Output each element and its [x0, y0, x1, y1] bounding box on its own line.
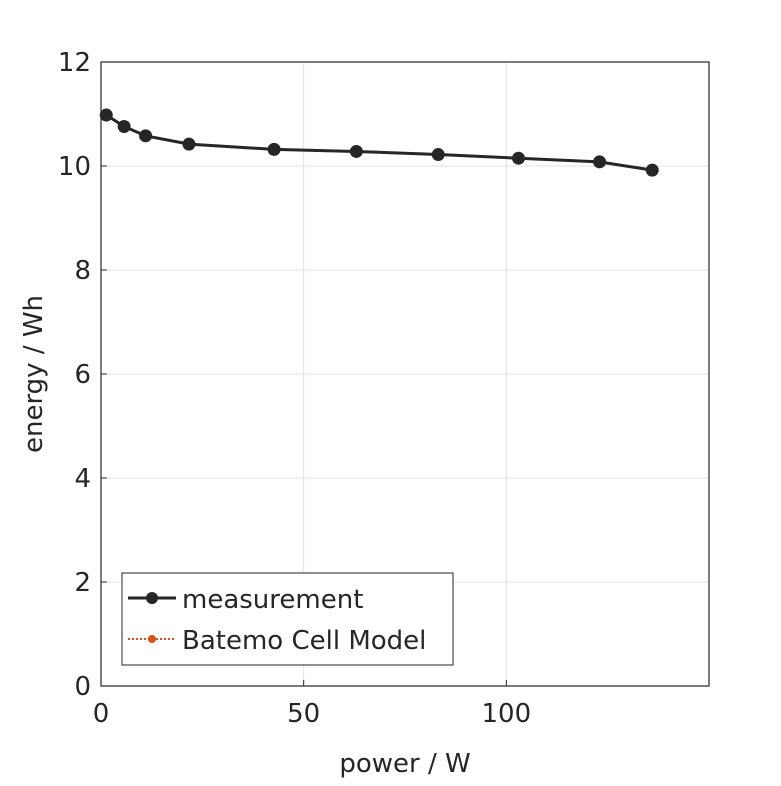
x-tick-label: 50: [287, 699, 320, 729]
y-axis-label: energy / Wh: [19, 295, 49, 453]
legend-marker-measurement: [146, 592, 158, 604]
y-tick-label: 2: [74, 568, 91, 598]
x-tick-label: 0: [93, 699, 110, 729]
x-axis-label: power / W: [339, 749, 470, 779]
data-point: [139, 129, 153, 143]
data-point: [267, 142, 281, 156]
data-point: [182, 137, 196, 151]
y-tick-label: 10: [58, 152, 91, 182]
data-point: [593, 155, 607, 169]
y-tick-label: 6: [74, 360, 91, 390]
legend: measurement Batemo Cell Model: [121, 572, 454, 666]
data-point: [645, 163, 659, 177]
data-point: [117, 119, 131, 133]
y-tick-label: 4: [74, 464, 91, 494]
legend-marker-batemo: [148, 635, 156, 643]
legend-box: [121, 572, 454, 666]
data-point: [349, 144, 363, 158]
y-tick-label: 12: [58, 48, 91, 78]
x-tick-label: 100: [482, 699, 532, 729]
data-point: [99, 108, 113, 122]
legend-label-batemo: Batemo Cell Model: [182, 626, 426, 656]
y-tick-label: 8: [74, 256, 91, 286]
series-line-0: [105, 113, 653, 172]
y-tick-label: 0: [74, 672, 91, 702]
data-point: [431, 148, 445, 162]
data-point: [511, 151, 525, 165]
legend-label-measurement: measurement: [182, 585, 363, 615]
